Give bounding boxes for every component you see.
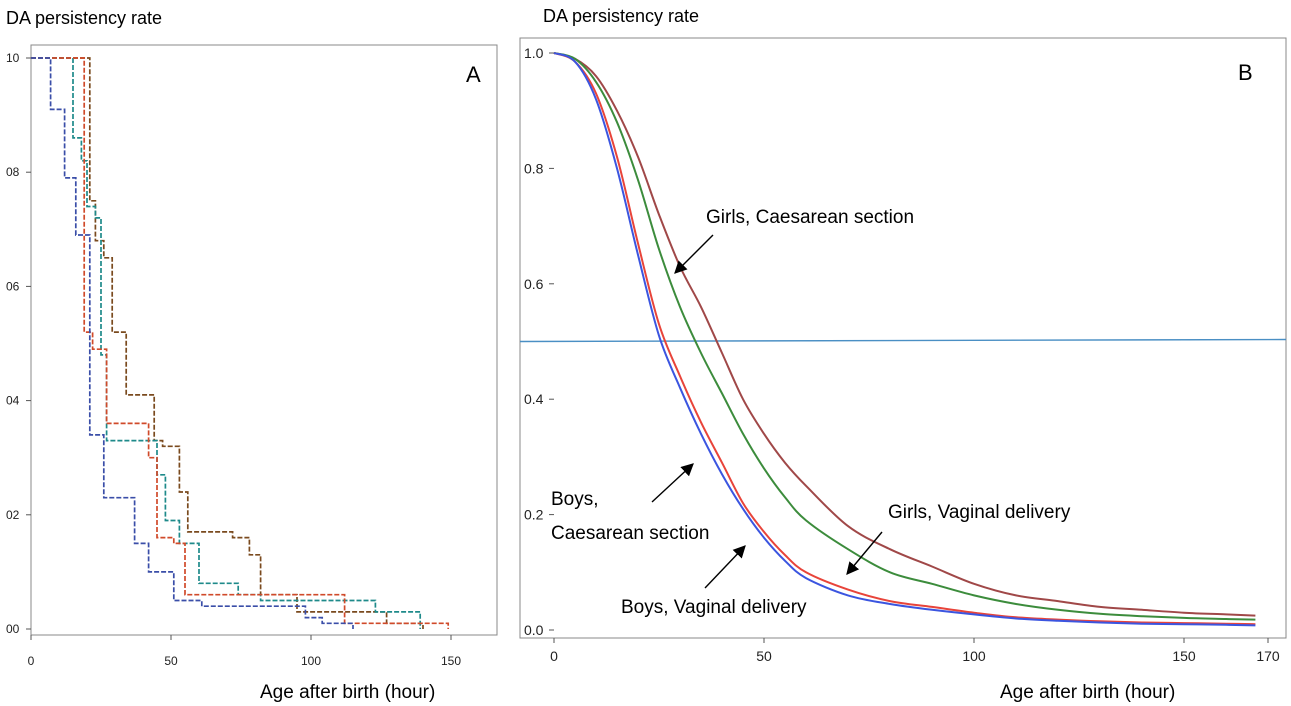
panel-a-y-tick-label: 02: [6, 508, 20, 522]
panel-b-y-axis-label: DA persistency rate: [543, 6, 699, 26]
panel-b-x-tick-label: 100: [962, 648, 986, 664]
panel-b-y-tick-label: 0.2: [524, 507, 544, 523]
panel-b-x-axis-title: Age after birth (hour): [1000, 682, 1175, 703]
panel-b-x-tick-label: 50: [756, 648, 772, 664]
panel-b-x-tick-label: 170: [1256, 648, 1280, 664]
panel-a-y-tick-label: 04: [6, 394, 20, 408]
panel-a-x-tick-label: 100: [301, 654, 321, 668]
panel-b-y-tick-label: 1.0: [524, 45, 544, 61]
panel-a-y-tick-label: 00: [6, 622, 20, 636]
annotation-arrow-girls-caesarean: [674, 234, 714, 274]
panel-b-letter: B: [1238, 60, 1253, 85]
annotation-boys-caesarean-line1: Boys,: [551, 489, 599, 510]
panel-a-plot-frame: [30, 44, 498, 636]
annotation-girls-vaginal: Girls, Vaginal delivery: [888, 502, 1071, 523]
panel-a-series-group: [31, 57, 450, 629]
panel-b-series-line-boys-vaginal-delivery: [553, 52, 1256, 627]
panel-b-y-tick-label: 0.6: [524, 276, 544, 292]
panel-b-series-line-girls-caesarean-section: [553, 52, 1256, 617]
panel-b-series-group: [553, 52, 1256, 627]
annotation-arrow-boys-vaginal: [704, 545, 746, 589]
panel-b-y-tick-label: 0.0: [524, 622, 544, 638]
panel-a-x-tick-label: 0: [28, 654, 35, 668]
panel-a-x-tick-label: 150: [441, 654, 461, 668]
reference-line-0-5: [519, 338, 1287, 343]
panel-b-y-tick-label: 0.8: [524, 160, 544, 176]
panel-b-axes: 0.0 0.2 0.4 0.6 0.8 1.0 0 50 100 150 170: [524, 45, 1280, 664]
panel-a-y-tick-label: 10: [6, 51, 20, 65]
panel-a-y-tick-label: 08: [6, 165, 20, 179]
panel-a-x-tick-label: 50: [164, 654, 178, 668]
panel-b-series-line-girls-vaginal-delivery: [553, 52, 1256, 621]
panel-b-y-tick-label: 0.4: [524, 391, 544, 407]
annotation-boys-vaginal: Boys, Vaginal delivery: [621, 597, 807, 618]
annotation-arrow-boys-caesarean: [651, 463, 694, 503]
panel-a-y-tick-label: 06: [6, 279, 20, 293]
panel-a-x-axis-title: Age after birth (hour): [260, 682, 435, 703]
annotation-arrow-girls-vaginal: [846, 531, 883, 575]
annotation-girls-caesarean: Girls, Caesarean section: [706, 207, 914, 228]
panel-a-y-axis-label: DA persistency rate: [6, 8, 162, 28]
panel-a-series-line-3: [31, 57, 450, 629]
panel-b-series-line-boys-caesarean-section: [553, 52, 1256, 626]
panel-b-x-tick-label: 0: [550, 648, 558, 664]
panel-a-series-line-4: [31, 57, 354, 629]
panel-a-letter: A: [466, 62, 481, 87]
panel-b-x-tick-label: 150: [1172, 648, 1196, 664]
panel-b-plot-frame: [519, 37, 1287, 639]
annotation-boys-caesarean-line2: Caesarean section: [551, 523, 709, 544]
